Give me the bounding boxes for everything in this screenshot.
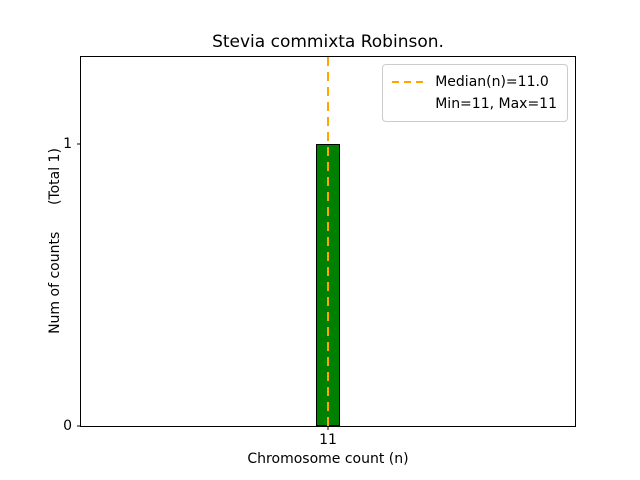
y-tick-label: 1 <box>63 136 72 153</box>
chart-title: Stevia commixta Robinson. <box>212 32 444 52</box>
y-axis-label: Num of counts (Total 1) <box>47 148 63 334</box>
x-tick-mark <box>327 426 329 430</box>
y-tick-label: 0 <box>63 418 72 434</box>
legend: Median(n)=11.0 Min=11, Max=11 <box>382 64 568 122</box>
x-tick-label: 11 <box>319 432 337 448</box>
median-line <box>327 57 329 426</box>
median-dashed-line-sample <box>392 81 427 83</box>
legend-label-minmax: Min=11, Max=11 <box>435 96 557 112</box>
legend-entry-minmax: Min=11, Max=11 <box>392 93 557 115</box>
legend-entry-median: Median(n)=11.0 <box>392 71 557 93</box>
x-axis-label: Chromosome count (n) <box>247 451 409 467</box>
y-tick-mark <box>77 425 81 427</box>
legend-label-median: Median(n)=11.0 <box>435 74 549 90</box>
y-tick-mark <box>77 143 81 145</box>
plot-area: Median(n)=11.0 Min=11, Max=11 0 1 11 <box>63 56 576 447</box>
